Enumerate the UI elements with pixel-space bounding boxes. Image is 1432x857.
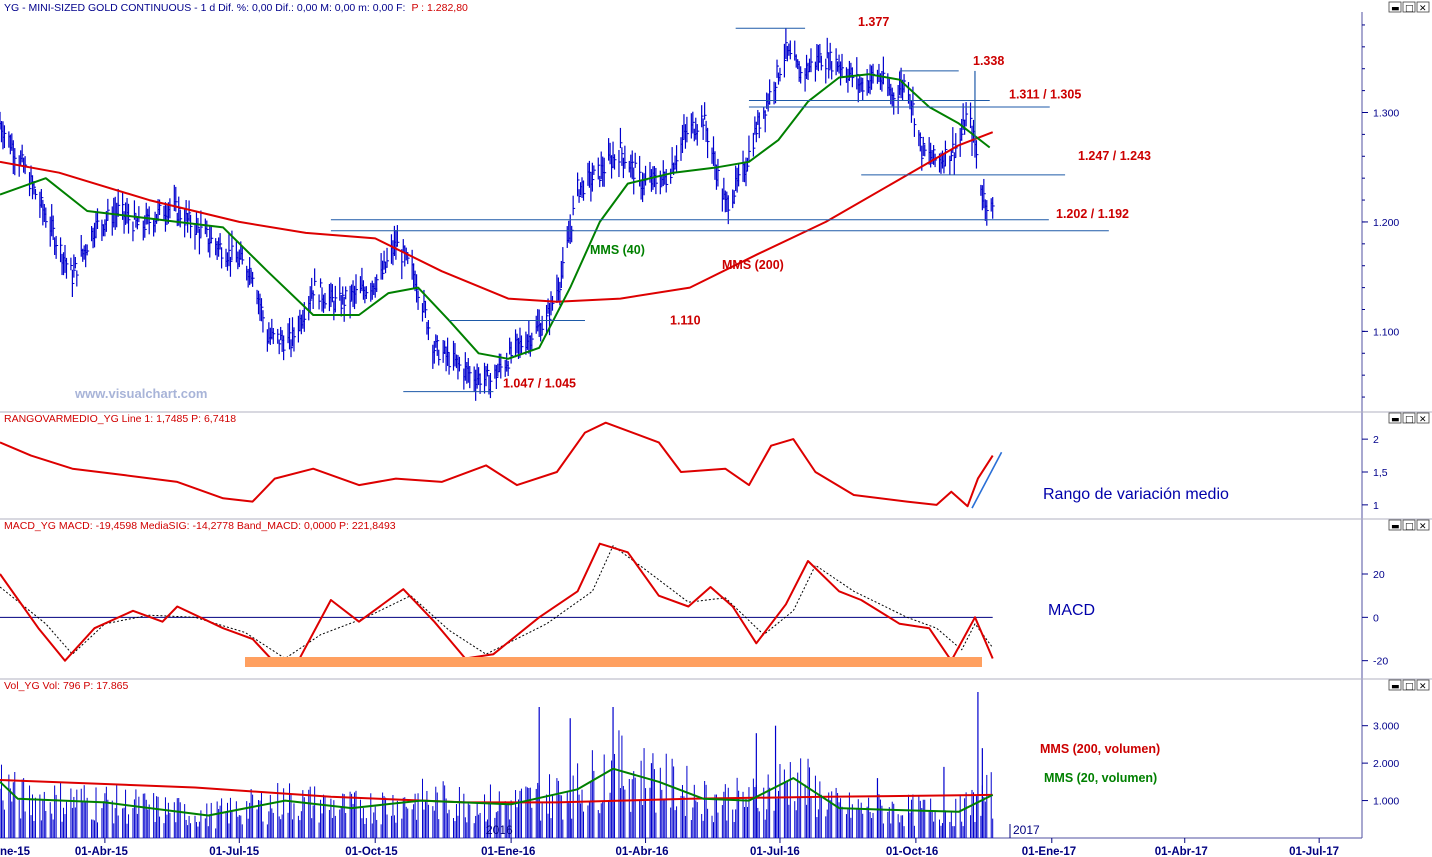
minimize-icon: ▬ bbox=[1391, 415, 1400, 425]
minimize-button[interactable] bbox=[1388, 1, 1402, 13]
mms40-annotation: MMS (40) bbox=[590, 243, 645, 257]
close-icon: ✕ bbox=[1419, 522, 1427, 532]
price-y-tick-label: 1.100 bbox=[1373, 326, 1399, 338]
macd-y-tick-label: 0 bbox=[1373, 612, 1379, 624]
rango-y-tick-label: 2 bbox=[1373, 434, 1379, 446]
level-label: 1.047 / 1.045 bbox=[503, 377, 576, 391]
x-tick-label: 01-Abr-17 bbox=[1155, 846, 1208, 857]
vol-y-tick-label: 3.000 bbox=[1373, 721, 1399, 733]
close-button[interactable] bbox=[1416, 519, 1430, 531]
vol-y-tick-label: 2.000 bbox=[1373, 758, 1399, 770]
level-label: 1.338 bbox=[973, 54, 1004, 68]
x-tick-label: 01-Ene-17 bbox=[1022, 846, 1076, 857]
rango-trendline bbox=[971, 451, 1003, 509]
x-tick-label: 01-Abr-16 bbox=[616, 846, 669, 857]
price-y-tick-label: 1.200 bbox=[1373, 217, 1399, 229]
maximize-icon: □ bbox=[1405, 682, 1414, 692]
rango-line bbox=[0, 421, 994, 508]
level-label: 1.377 bbox=[858, 15, 889, 29]
macd-y-tick-label: -20 bbox=[1373, 656, 1388, 668]
minimize-icon: ▬ bbox=[1391, 4, 1400, 14]
maximize-button[interactable] bbox=[1402, 519, 1416, 531]
macd-y-tick-label: 20 bbox=[1373, 569, 1385, 581]
minimize-icon: ▬ bbox=[1391, 522, 1400, 532]
level-label: 1.110 bbox=[670, 313, 701, 327]
rango-y-tick-label: 1,5 bbox=[1373, 467, 1388, 479]
maximize-button[interactable] bbox=[1402, 679, 1416, 691]
price-panel-header: YG - MINI-SIZED GOLD CONTINUOUS - 1 d Di… bbox=[4, 2, 468, 14]
x-tick-label: 01-Oct-15 bbox=[345, 846, 398, 857]
vol-mms20-annotation: MMS (20, volumen) bbox=[1044, 771, 1157, 785]
x-tick-label: 01-Jul-16 bbox=[750, 846, 800, 857]
year-label-2017: 2017 bbox=[1013, 823, 1040, 837]
macd-panel-header: MACD_YG MACD: -19,4598 MediaSIG: -14,277… bbox=[4, 520, 396, 532]
close-icon: ✕ bbox=[1419, 682, 1427, 692]
maximize-icon: □ bbox=[1405, 522, 1414, 532]
x-tick-label: 01-Oct-16 bbox=[886, 846, 938, 857]
minimize-button[interactable] bbox=[1388, 679, 1402, 691]
close-button[interactable] bbox=[1416, 1, 1430, 13]
x-tick-label: ne-15 bbox=[0, 846, 31, 857]
x-tick-label: 01-Jul-17 bbox=[1289, 846, 1339, 857]
rango-title-annotation: Rango de variación medio bbox=[1043, 486, 1229, 503]
macd-oversold-band bbox=[245, 657, 982, 667]
level-label: 1.311 / 1.305 bbox=[1009, 87, 1081, 101]
maximize-icon: □ bbox=[1405, 4, 1414, 14]
rango-panel-header: RANGOVARMEDIO_YG Line 1: 1,7485 P: 6,741… bbox=[4, 413, 236, 425]
minimize-icon: ▬ bbox=[1391, 682, 1400, 692]
maximize-button[interactable] bbox=[1402, 412, 1416, 424]
level-label: 1.202 / 1.192 bbox=[1056, 207, 1129, 221]
watermark: www.visualchart.com bbox=[74, 386, 207, 401]
rango-y-tick-label: 1 bbox=[1373, 500, 1379, 512]
mms200-annotation: MMS (200) bbox=[722, 258, 784, 272]
x-tick-label: 01-Ene-16 bbox=[481, 846, 535, 857]
vol-mms200-line bbox=[0, 779, 993, 804]
x-tick-label: 01-Abr-15 bbox=[75, 846, 129, 857]
mms200-line bbox=[0, 131, 994, 303]
close-button[interactable] bbox=[1416, 679, 1430, 691]
macd-line bbox=[0, 542, 994, 664]
mms40-line bbox=[0, 73, 991, 360]
vol-y-tick-label: 1.000 bbox=[1373, 796, 1399, 808]
year-label-2016: 2016 bbox=[486, 823, 513, 837]
vol-mms200-annotation: MMS (200, volumen) bbox=[1040, 742, 1160, 756]
maximize-icon: □ bbox=[1405, 415, 1414, 425]
vol-mms20-line bbox=[0, 767, 994, 817]
close-button[interactable] bbox=[1416, 412, 1430, 424]
volume-panel-header: Vol_YG Vol: 796 P: 17.865 bbox=[4, 680, 129, 692]
maximize-button[interactable] bbox=[1402, 1, 1416, 13]
macd-title-annotation: MACD bbox=[1048, 602, 1095, 619]
level-label: 1.247 / 1.243 bbox=[1078, 149, 1151, 163]
close-icon: ✕ bbox=[1419, 415, 1427, 425]
close-icon: ✕ bbox=[1419, 4, 1427, 14]
minimize-button[interactable] bbox=[1388, 519, 1402, 531]
price-y-tick-label: 1.300 bbox=[1373, 108, 1399, 120]
minimize-button[interactable] bbox=[1388, 412, 1402, 424]
x-tick-label: 01-Jul-15 bbox=[209, 846, 259, 857]
